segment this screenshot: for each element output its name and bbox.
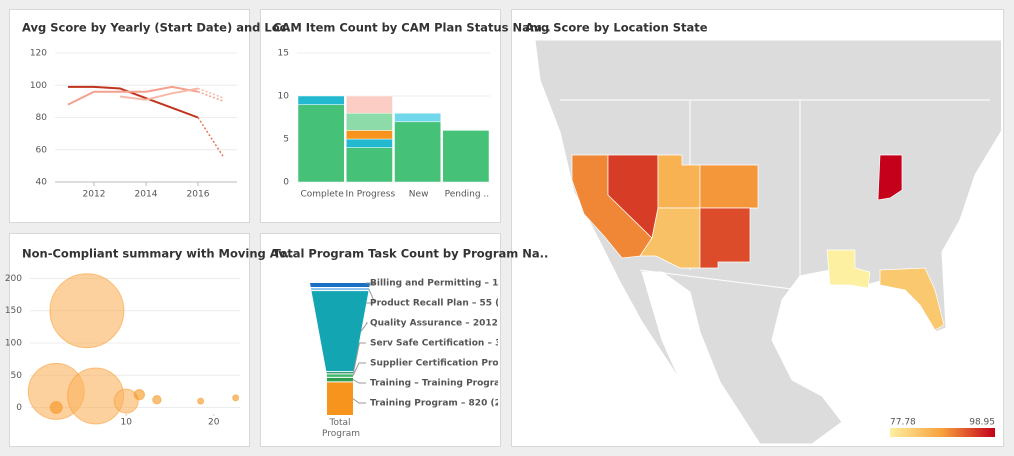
funnel-segment [326, 374, 354, 377]
line-series [67, 85, 199, 106]
y-tick-label: 80 [36, 113, 48, 123]
bubble [49, 273, 125, 349]
bar-segment [346, 95, 393, 114]
funnel: Billing and Permitting – 1 Product Recall… [310, 279, 517, 415]
y-tick-label: 40 [36, 178, 48, 188]
leader-line [352, 398, 366, 404]
funnel-segment [327, 377, 353, 382]
y-tick-label: 100 [5, 339, 22, 349]
panel-title: Non-Compliant summary with Moving Av.. [22, 247, 294, 261]
borders [560, 99, 990, 291]
leader-line [352, 362, 366, 376]
legend-label: 77.78 [890, 418, 916, 428]
x-tick-label: In Progress [346, 190, 396, 200]
funnel-segment [311, 291, 369, 372]
funnel-label: Training – Training Program [370, 379, 510, 389]
bar-segment [346, 130, 393, 140]
color-legend [890, 428, 995, 437]
line-series [197, 87, 225, 99]
funnel-label: Training Program – 820 (20.8 [370, 399, 517, 409]
x-tick-label: 10 [121, 418, 133, 428]
bubble [197, 397, 205, 405]
leader-line [366, 288, 376, 304]
x-label: Total Program [322, 418, 360, 439]
funnel-label: Quality Assurance – 2012 [370, 319, 498, 329]
x-tick-label: 2014 [135, 190, 158, 200]
bar-segment [297, 95, 345, 105]
x-tick-label: 2012 [83, 190, 106, 200]
panel [260, 233, 501, 447]
y-tick-label: 150 [5, 306, 22, 316]
bar-segment [442, 130, 490, 183]
bar-segment [297, 104, 345, 183]
bar-segment [346, 147, 393, 183]
y-tick-label: 10 [278, 92, 290, 102]
panel [9, 9, 250, 223]
bubble [49, 401, 63, 415]
leader-line [352, 379, 366, 384]
panel-title: Avg Score by Location State [525, 21, 708, 35]
bubble [152, 395, 162, 405]
bubble [133, 388, 146, 401]
funnel-segment [310, 283, 370, 287]
bar-segment [346, 138, 393, 148]
funnel-label: Product Recall Plan – 55 ( [370, 299, 499, 309]
x-label-box: Total Program [322, 418, 360, 439]
bar-segment [346, 112, 393, 131]
y-tick-label: 200 [5, 274, 22, 284]
line-series [119, 87, 199, 101]
state [877, 154, 903, 201]
funnel-segment [327, 382, 353, 415]
x-tick-label: Complete [300, 190, 344, 200]
funnel-segment [310, 287, 370, 291]
x-tick-label: 20 [208, 418, 220, 428]
panel-title: CAM Item Count by CAM Plan Status Nam.. [273, 21, 551, 35]
x-tick-label: 2016 [187, 190, 210, 200]
legend-label: 98.95 [969, 418, 995, 428]
funnel-label: Serv Safe Certification – 32 [370, 339, 508, 349]
land [534, 40, 1001, 444]
leader-line [360, 322, 369, 332]
y-tick-label: 0 [16, 403, 22, 413]
border [639, 269, 801, 291]
y-tick-label: 60 [36, 145, 48, 155]
panel-title: Total Program Task Count by Program Na.. [273, 247, 548, 261]
y-tick-label: 0 [283, 178, 289, 188]
bubble [232, 394, 240, 402]
bar-segment [394, 121, 441, 183]
panel-title: Avg Score by Yearly (Start Date) and Loc… [22, 21, 295, 35]
line-series [68, 85, 199, 119]
y-tick-label: 100 [30, 81, 47, 91]
leader-line [352, 342, 366, 373]
funnel-label: Billing and Permitting – 1 [370, 279, 498, 289]
leader-line [366, 282, 376, 286]
x-tick-label: Pending .. [445, 190, 490, 200]
state [879, 267, 945, 331]
x-tick-label: New [409, 190, 429, 200]
bar-segment [394, 112, 441, 123]
state [826, 249, 871, 289]
y-tick-label: 15 [278, 49, 289, 59]
y-tick-label: 120 [30, 49, 47, 59]
state [699, 207, 751, 269]
bubble [113, 388, 139, 414]
y-tick-label: 50 [11, 371, 23, 381]
funnel-label: Supplier Certification Proce [370, 359, 510, 369]
funnel-segment [326, 372, 354, 374]
y-tick-label: 5 [283, 135, 289, 145]
line-series [197, 90, 225, 103]
state [699, 164, 759, 209]
